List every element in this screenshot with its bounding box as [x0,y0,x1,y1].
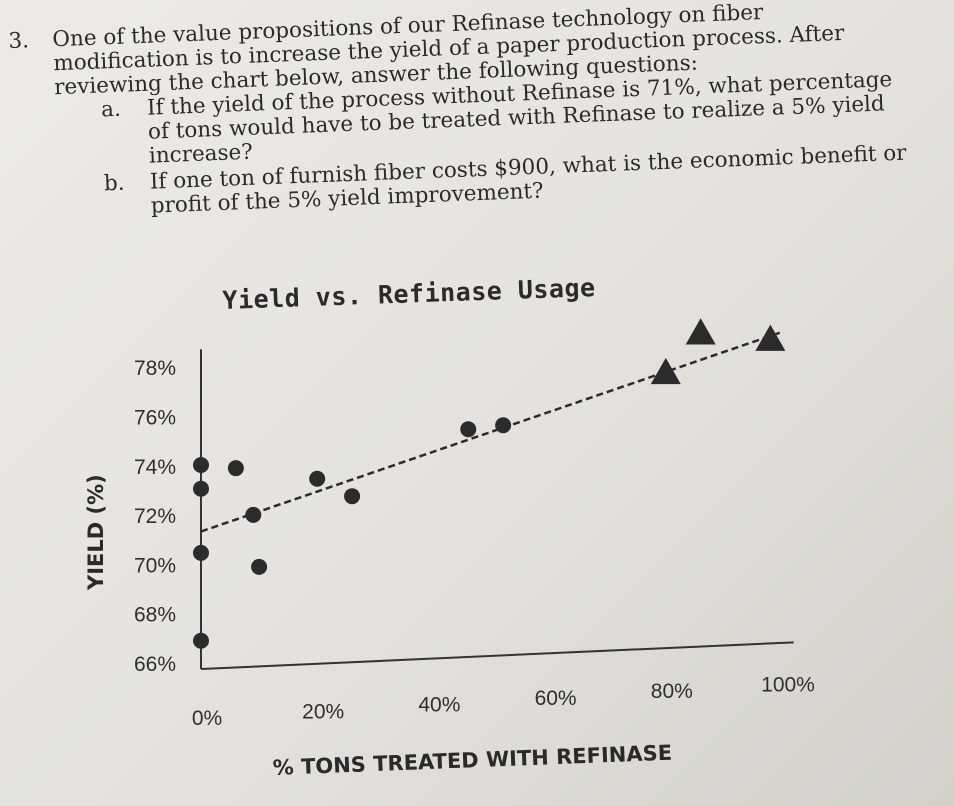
x-tick-label: 60% [535,687,577,710]
circle-point [495,417,512,434]
circle-point [245,506,262,523]
triangle-point [685,318,716,345]
circle-point [309,470,326,487]
x-axis-title: % TONS TREATED WITH REFINASE [272,741,672,780]
circle-point [193,544,209,561]
circle-point [193,632,209,649]
circle-point [460,421,477,438]
chart-axes [200,349,794,670]
y-tick-label: 78% [134,357,176,380]
x-tick-labels: 0% 20% 40% 60% 80% 100% [192,673,815,730]
y-axis-title: YIELD (%) [84,474,108,591]
x-tick-label: 100% [761,673,815,696]
trendline [200,330,783,533]
y-tick-label: 70% [134,554,176,577]
x-tick-label: 80% [651,680,693,703]
y-tick-label: 72% [134,505,176,528]
x-tick-label: 20% [302,700,344,723]
y-tick-label: 68% [134,604,176,627]
circle-point [227,460,244,477]
trendline-group [200,330,783,533]
y-tick-labels: 66% 68% 70% 72% 74% 76% 78% [134,357,176,676]
x-axis-line [200,641,794,670]
circle-point [193,457,209,473]
y-tick-label: 76% [134,407,176,430]
x-tick-label: 40% [418,694,460,717]
triangle-point [755,324,786,351]
y-tick-label: 66% [134,653,176,676]
circle-point [193,480,209,497]
data-marks [193,318,786,649]
circle-point [251,558,268,575]
circle-point [344,488,361,505]
x-tick-label: 0% [192,707,222,730]
y-tick-label: 74% [134,456,176,479]
triangle-point [650,357,681,385]
